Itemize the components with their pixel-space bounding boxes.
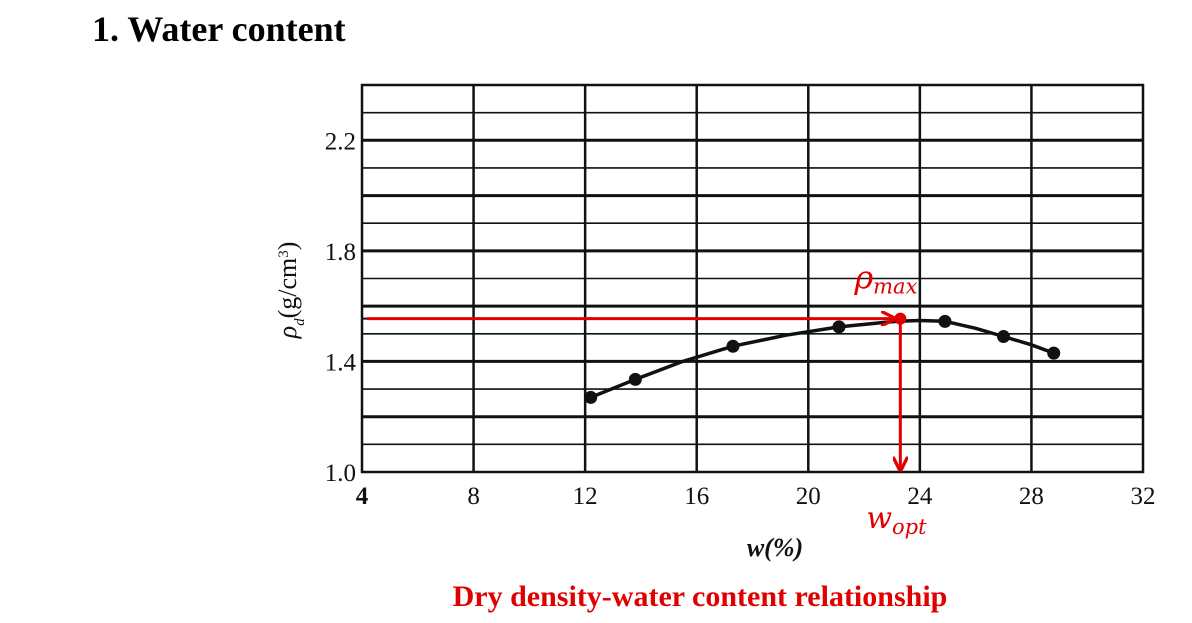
y-tick-label: 1.4	[325, 349, 357, 376]
x-tick-label: 16	[684, 483, 709, 510]
data-point	[832, 320, 846, 334]
data-point	[628, 372, 642, 386]
optimum-point	[894, 312, 907, 325]
w-subscript: opt	[892, 515, 927, 539]
w-symbol: w	[866, 501, 892, 536]
y-label-unit: (g/cm	[273, 258, 302, 319]
x-tick-label: 20	[796, 483, 821, 510]
x-tick-label: 24	[907, 483, 933, 510]
max-density-dashed-line	[362, 317, 902, 472]
data-point	[726, 339, 740, 353]
rho-symbol: ρ	[853, 259, 873, 297]
data-point	[1047, 346, 1061, 360]
y-axis-ticks: 1.0 1.4 1.8 2.2	[325, 128, 357, 487]
x-tick-label: 28	[1019, 483, 1044, 510]
data-points	[584, 314, 1061, 404]
compaction-curve	[590, 318, 1055, 400]
y-tick-label: 2.2	[325, 128, 356, 155]
chart-grid	[362, 85, 1143, 472]
y-tick-label: 1.0	[325, 460, 356, 487]
y-label-symbol: ρ	[273, 326, 302, 339]
x-tick-label: 12	[573, 483, 598, 510]
plot-frame	[360, 83, 1145, 474]
x-tick-label: 8	[467, 483, 480, 510]
y-label-superscript: 3	[276, 250, 292, 258]
rho-subscript: max	[873, 275, 917, 299]
w-opt-label: wopt	[866, 501, 927, 539]
rho-max-label: ρmax	[853, 259, 917, 299]
y-label-subscript: d	[292, 318, 308, 326]
page-heading: 1. Water content	[92, 9, 346, 49]
x-axis-label: w(%)	[747, 533, 803, 562]
data-point	[938, 314, 952, 328]
x-tick-label: 32	[1131, 483, 1156, 510]
y-axis-label: ρd(g/cm3)	[273, 242, 308, 340]
data-point	[997, 330, 1011, 344]
figure-caption: Dry density-water content relationship	[452, 580, 948, 613]
y-label-close: )	[273, 242, 302, 251]
data-point	[584, 390, 598, 404]
x-tick-label: 4	[356, 483, 369, 510]
y-tick-label: 1.8	[325, 239, 356, 266]
x-axis-ticks: 4 8 12 16 20 24 28 32	[356, 483, 1156, 510]
